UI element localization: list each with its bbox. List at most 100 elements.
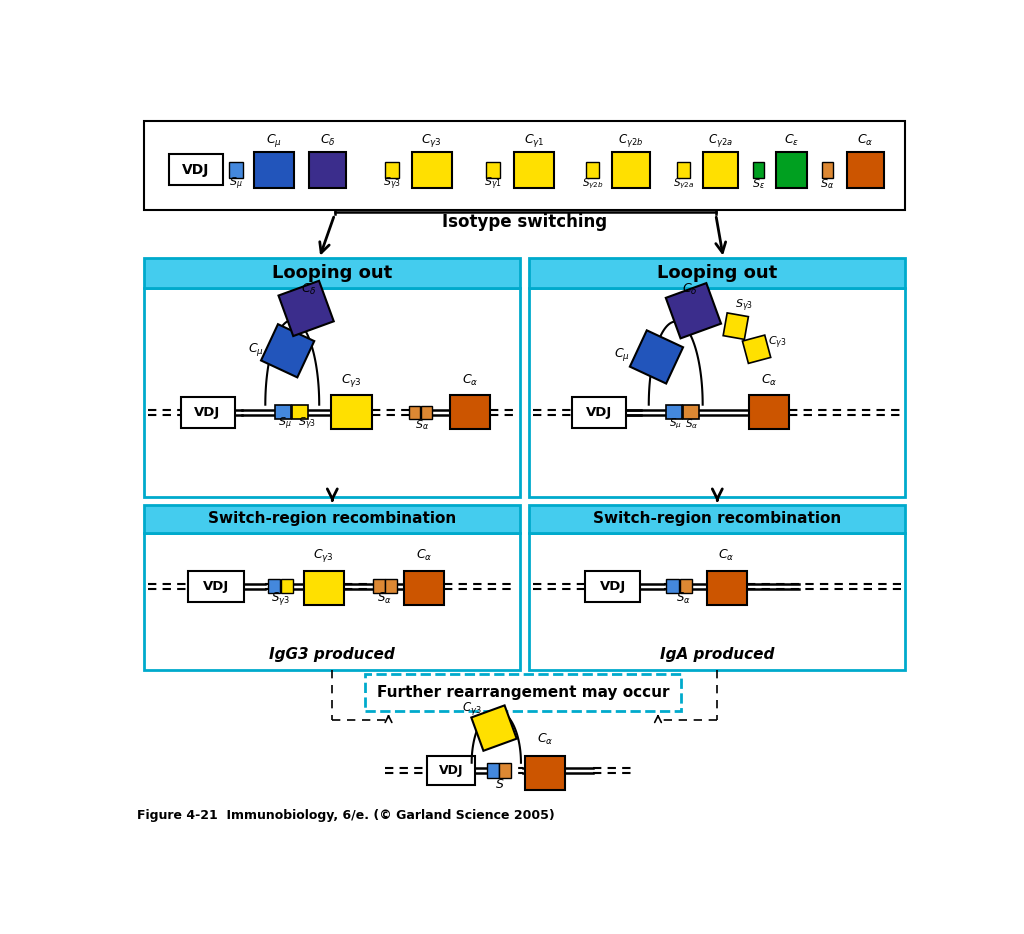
Bar [281, 579, 293, 593]
Bar [403, 571, 444, 605]
Text: $C_{\gamma 3}$: $C_{\gamma 3}$ [462, 700, 481, 717]
Text: VDJ: VDJ [438, 764, 463, 777]
Bar [385, 163, 398, 177]
Text: Looping out: Looping out [657, 264, 777, 282]
Bar [611, 152, 650, 188]
Text: $C_{\mu}$: $C_{\mu}$ [613, 347, 630, 363]
Text: VDJ: VDJ [203, 580, 229, 593]
Bar [683, 405, 698, 419]
Bar [487, 763, 499, 778]
Text: Looping out: Looping out [272, 264, 392, 282]
Bar [702, 152, 738, 188]
Bar [188, 571, 244, 601]
Bar [587, 163, 599, 177]
Bar [486, 163, 500, 177]
Bar [723, 313, 749, 339]
Bar [630, 331, 683, 384]
Bar [742, 335, 771, 363]
Text: Isotype switching: Isotype switching [442, 213, 607, 232]
Text: $C_{\gamma 3}$: $C_{\gamma 3}$ [768, 335, 786, 351]
Text: $S_{\alpha}$: $S_{\alpha}$ [685, 417, 698, 431]
Text: $S_{\mu}$: $S_{\mu}$ [229, 176, 243, 191]
Text: $C_{\alpha}$: $C_{\alpha}$ [416, 548, 432, 563]
Bar [529, 532, 905, 671]
Text: $C_{\gamma 2b}$: $C_{\gamma 2b}$ [618, 132, 644, 149]
Text: VDJ: VDJ [599, 580, 626, 593]
Bar [421, 406, 432, 418]
Bar [261, 324, 314, 377]
Bar [667, 405, 682, 419]
Text: $C_{\gamma 3}$: $C_{\gamma 3}$ [341, 372, 361, 389]
Bar [385, 579, 397, 593]
Bar [373, 579, 385, 593]
Text: $S_{\alpha}$: $S_{\alpha}$ [377, 591, 392, 606]
Text: Figure 4-21  Immunobiology, 6/e. (© Garland Science 2005): Figure 4-21 Immunobiology, 6/e. (© Garla… [137, 809, 554, 822]
Bar [144, 532, 520, 671]
Bar [471, 705, 517, 751]
Bar [677, 163, 689, 177]
Text: $C_{\gamma 3}$: $C_{\gamma 3}$ [421, 132, 442, 149]
Text: $S_{\alpha}$: $S_{\alpha}$ [415, 417, 429, 432]
Bar [366, 674, 681, 711]
Text: $C_{\alpha}$: $C_{\alpha}$ [761, 373, 777, 388]
Text: $C_{\mu}$: $C_{\mu}$ [266, 132, 282, 149]
Bar [180, 397, 234, 428]
Text: Switch-region recombination: Switch-region recombination [593, 511, 842, 526]
Text: $C_{\delta}$: $C_{\delta}$ [319, 133, 336, 149]
Bar [292, 405, 307, 419]
Bar [144, 259, 520, 288]
Text: $S_{\gamma 3}$: $S_{\gamma 3}$ [298, 416, 316, 432]
Text: $C_{\gamma 1}$: $C_{\gamma 1}$ [523, 132, 545, 149]
Text: $S_{\alpha}$: $S_{\alpha}$ [820, 177, 835, 191]
Text: $S_{\gamma 2b}$: $S_{\gamma 2b}$ [582, 177, 603, 191]
Text: $S_{\mu}$: $S_{\mu}$ [669, 417, 682, 432]
Text: $C_{\alpha}$: $C_{\alpha}$ [537, 732, 553, 747]
Text: IgA produced: IgA produced [660, 647, 774, 662]
Text: $S_{\alpha}$: $S_{\alpha}$ [676, 591, 691, 606]
Bar [412, 152, 452, 188]
Bar [666, 283, 721, 338]
Text: $S_{\mu}$: $S_{\mu}$ [278, 416, 291, 432]
Text: VDJ: VDJ [182, 163, 210, 177]
Bar [144, 504, 520, 532]
Bar [514, 152, 554, 188]
Text: $S_{\gamma 2a}$: $S_{\gamma 2a}$ [673, 177, 694, 191]
Bar [753, 163, 764, 177]
Bar [169, 154, 223, 185]
Bar [847, 152, 884, 188]
Text: $C_{\alpha}$: $C_{\alpha}$ [719, 548, 735, 563]
Bar [680, 579, 692, 593]
Text: $S$: $S$ [496, 778, 505, 791]
Bar [667, 579, 679, 593]
Text: $C_{\epsilon}$: $C_{\epsilon}$ [783, 133, 799, 149]
Bar [529, 288, 905, 497]
Bar [309, 152, 346, 188]
Bar [427, 756, 475, 785]
Bar [410, 406, 420, 418]
Text: IgG3 produced: IgG3 produced [269, 647, 395, 662]
Bar [571, 397, 626, 428]
Bar [529, 504, 905, 532]
Text: $C_{\alpha}$: $C_{\alpha}$ [462, 373, 478, 388]
Text: $S_{\gamma 3}$: $S_{\gamma 3}$ [734, 298, 753, 315]
Bar [144, 288, 520, 497]
Bar [451, 395, 490, 430]
Text: VDJ: VDJ [195, 406, 221, 418]
Text: VDJ: VDJ [586, 406, 612, 418]
Bar [529, 259, 905, 288]
Text: $C_{\gamma 2a}$: $C_{\gamma 2a}$ [708, 132, 733, 149]
Bar [822, 163, 833, 177]
Text: $C_{\alpha}$: $C_{\alpha}$ [857, 133, 873, 149]
Bar [254, 152, 294, 188]
Bar [524, 756, 565, 789]
Bar [275, 405, 291, 419]
Bar [585, 571, 640, 601]
Bar [707, 571, 746, 605]
Text: $S_{\gamma 3}$: $S_{\gamma 3}$ [271, 590, 290, 607]
Text: Switch-region recombination: Switch-region recombination [208, 511, 457, 526]
Bar [144, 121, 905, 210]
Text: $S_{\epsilon}$: $S_{\epsilon}$ [752, 177, 765, 191]
Text: $C_{\delta}$: $C_{\delta}$ [682, 282, 697, 297]
Bar [331, 395, 373, 430]
Text: $S_{\gamma 3}$: $S_{\gamma 3}$ [383, 176, 400, 191]
